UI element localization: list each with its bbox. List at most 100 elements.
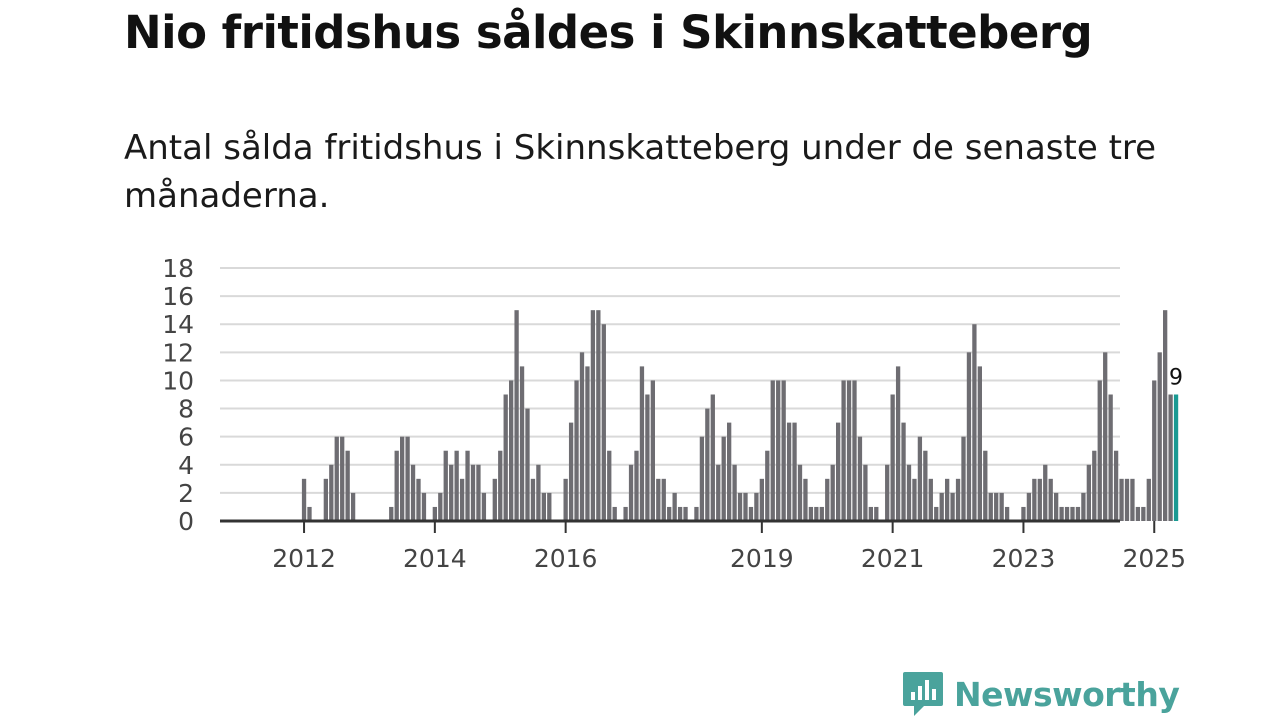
bar <box>868 506 873 521</box>
bar <box>307 506 312 521</box>
bar <box>1086 464 1091 521</box>
bar <box>885 464 890 521</box>
bar <box>1048 478 1053 521</box>
bar <box>519 366 525 521</box>
bar <box>983 450 988 521</box>
bar <box>530 478 536 521</box>
bar <box>819 506 824 521</box>
bar <box>612 506 617 521</box>
bar <box>792 422 797 521</box>
bar <box>645 394 650 521</box>
bar <box>672 492 677 521</box>
bar <box>449 464 454 521</box>
bar <box>694 506 699 521</box>
bar <box>874 506 879 521</box>
bar <box>1075 506 1081 521</box>
bar <box>509 380 514 521</box>
bar <box>945 478 950 521</box>
bar <box>465 450 470 521</box>
bar <box>988 492 993 521</box>
bar <box>770 380 775 521</box>
bar <box>716 464 721 521</box>
bar <box>1103 352 1108 521</box>
y-tick-label: 10 <box>162 366 194 395</box>
bar <box>776 380 781 521</box>
bar <box>1026 492 1032 521</box>
bar <box>334 436 339 521</box>
bar <box>939 492 944 521</box>
bar <box>825 478 830 521</box>
bar <box>836 422 841 521</box>
bar <box>405 436 410 521</box>
y-tick-label: 16 <box>162 282 194 311</box>
bar <box>421 492 427 521</box>
bar <box>596 310 601 521</box>
x-tick-label: 2019 <box>730 544 794 573</box>
bar <box>541 492 546 521</box>
bar <box>1113 450 1119 521</box>
bar <box>639 366 645 521</box>
bar <box>492 478 497 521</box>
bar <box>765 450 770 521</box>
bar <box>656 478 661 521</box>
bar <box>814 506 819 521</box>
bar <box>934 506 939 521</box>
bar <box>797 464 803 521</box>
bar <box>1135 506 1141 521</box>
bar <box>329 464 334 521</box>
bar <box>623 506 628 521</box>
bar <box>459 478 465 521</box>
bar <box>906 464 912 521</box>
bar <box>443 450 448 521</box>
bar <box>1173 394 1179 521</box>
bar <box>601 324 606 521</box>
bar <box>863 464 868 521</box>
bar <box>917 436 923 521</box>
bar <box>1032 478 1037 521</box>
bar <box>1146 478 1151 521</box>
brand-name: Newsworthy <box>954 674 1180 714</box>
bar <box>830 464 835 521</box>
bar-series <box>301 310 1179 521</box>
bar <box>350 492 356 521</box>
y-tick-label: 4 <box>178 451 194 480</box>
bar <box>323 478 328 521</box>
bar <box>705 408 710 521</box>
x-tick-label: 2014 <box>403 544 467 573</box>
y-tick-label: 0 <box>178 507 194 536</box>
bar <box>1081 492 1086 521</box>
bar <box>912 478 917 521</box>
bar <box>786 422 792 521</box>
bar <box>1064 506 1070 521</box>
bar <box>1108 394 1113 521</box>
bar <box>1097 380 1102 521</box>
bar <box>454 450 459 521</box>
bar <box>340 436 345 521</box>
bar <box>781 380 786 521</box>
bar <box>699 436 705 521</box>
bar <box>972 324 977 521</box>
bar <box>1037 478 1042 521</box>
bar <box>503 394 508 521</box>
bar <box>574 380 579 521</box>
data-label: 9 <box>1169 366 1183 391</box>
x-tick-label: 2016 <box>534 544 598 573</box>
bar <box>901 422 906 521</box>
y-tick-label: 18 <box>162 254 194 283</box>
bar <box>961 436 966 521</box>
bar <box>748 506 754 521</box>
bar <box>1157 352 1162 521</box>
bar <box>607 450 612 521</box>
bar <box>677 506 683 521</box>
bar <box>563 478 568 521</box>
bar <box>1004 506 1010 521</box>
bar <box>1130 478 1135 521</box>
bar <box>808 506 814 521</box>
bar <box>1043 464 1048 521</box>
bar <box>634 450 639 521</box>
bar <box>923 450 928 521</box>
bar <box>394 450 399 521</box>
bar <box>721 436 726 521</box>
bar <box>579 352 585 521</box>
y-tick-label: 14 <box>162 310 194 339</box>
